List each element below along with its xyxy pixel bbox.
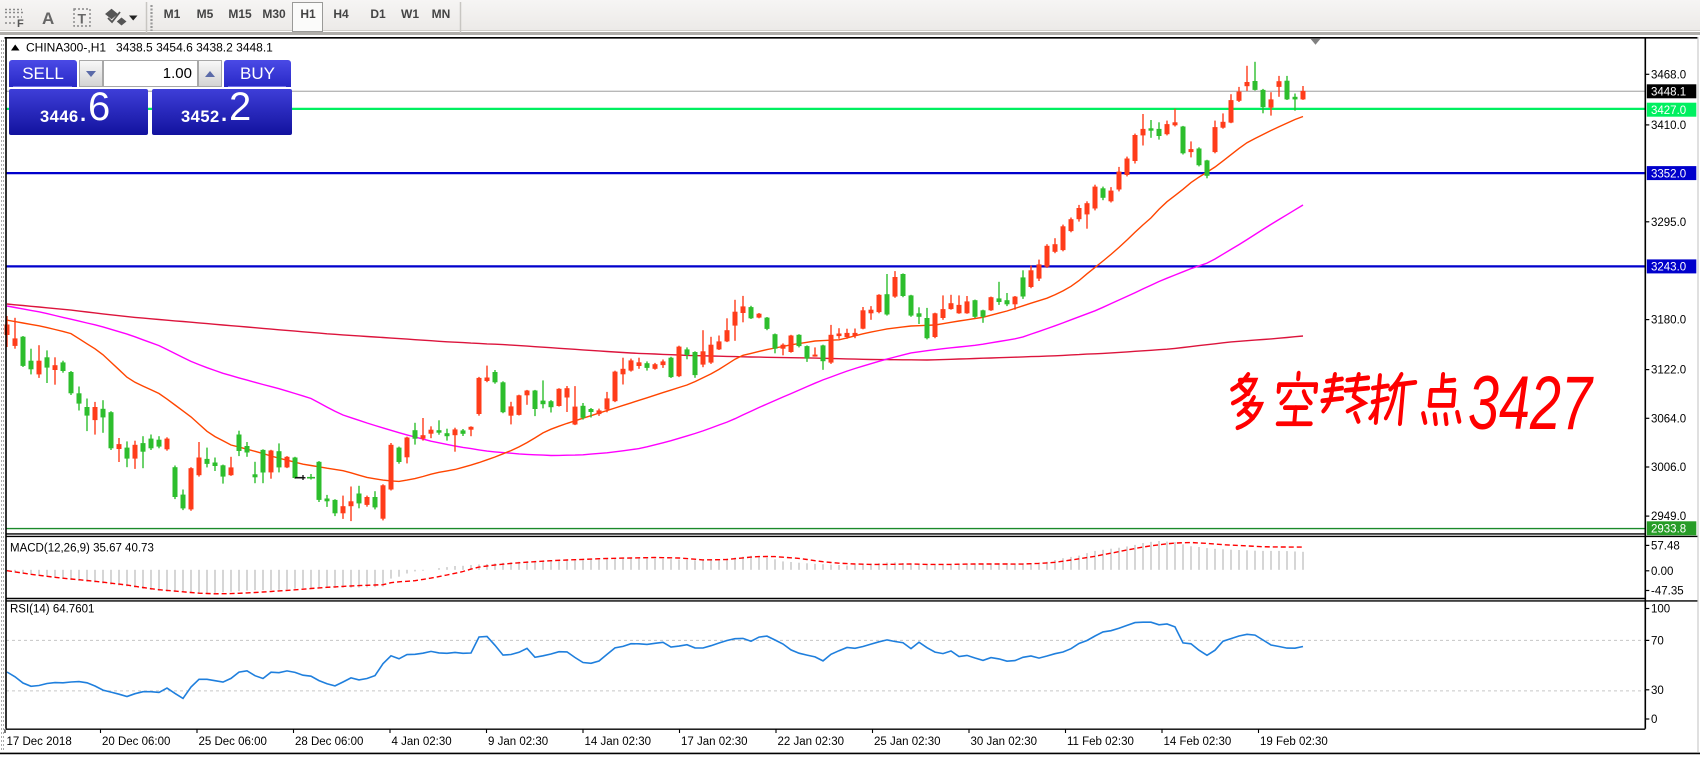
svg-text:28 Dec 06:00: 28 Dec 06:00 — [295, 736, 363, 748]
svg-text:22 Jan 02:30: 22 Jan 02:30 — [778, 736, 845, 748]
svg-text:3243.0: 3243.0 — [1651, 262, 1686, 274]
svg-text:3427.0: 3427.0 — [1651, 105, 1686, 117]
svg-text:19 Feb 02:30: 19 Feb 02:30 — [1260, 736, 1328, 748]
svg-text:30: 30 — [1651, 685, 1664, 697]
svg-text:MACD(12,26,9) 35.67 40.73: MACD(12,26,9) 35.67 40.73 — [10, 543, 154, 555]
svg-text:17 Dec 2018: 17 Dec 2018 — [7, 736, 72, 748]
svg-text:3180.0: 3180.0 — [1651, 315, 1686, 327]
svg-text:2933.8: 2933.8 — [1651, 524, 1686, 536]
svg-text:30 Jan 02:30: 30 Jan 02:30 — [971, 736, 1038, 748]
svg-text:3410.0: 3410.0 — [1651, 120, 1686, 132]
svg-text:17 Jan 02:30: 17 Jan 02:30 — [681, 736, 748, 748]
svg-text:25 Dec 06:00: 25 Dec 06:00 — [199, 736, 267, 748]
svg-text:3352.0: 3352.0 — [1651, 168, 1686, 180]
svg-text:3122.0: 3122.0 — [1651, 365, 1686, 377]
svg-text:CHINA300-,H1 3438.5 3454.6 3: CHINA300-,H1 3438.5 3454.6 3438.2 3448.1 — [26, 41, 273, 55]
svg-text:RSI(14) 64.7601: RSI(14) 64.7601 — [10, 604, 94, 616]
svg-text:57.48: 57.48 — [1651, 540, 1680, 552]
svg-text:3448.1: 3448.1 — [1651, 87, 1686, 99]
svg-text:4 Jan 02:30: 4 Jan 02:30 — [392, 736, 452, 748]
svg-text:F: F — [17, 18, 24, 30]
svg-text:100: 100 — [1651, 604, 1670, 616]
svg-text:70: 70 — [1651, 635, 1664, 647]
svg-text:14 Jan 02:30: 14 Jan 02:30 — [585, 736, 652, 748]
svg-text:0: 0 — [1651, 714, 1657, 726]
svg-text:0.00: 0.00 — [1651, 566, 1673, 578]
svg-text:20 Dec 06:00: 20 Dec 06:00 — [102, 736, 170, 748]
svg-text:9 Jan 02:30: 9 Jan 02:30 — [488, 736, 548, 748]
svg-text:3006.0: 3006.0 — [1651, 462, 1686, 474]
svg-text:14 Feb 02:30: 14 Feb 02:30 — [1164, 736, 1232, 748]
svg-text:A: A — [42, 9, 54, 28]
svg-text:3468.0: 3468.0 — [1651, 69, 1686, 81]
svg-text:T: T — [78, 11, 87, 27]
svg-text:11 Feb 02:30: 11 Feb 02:30 — [1067, 736, 1134, 748]
svg-text:25 Jan 02:30: 25 Jan 02:30 — [874, 736, 941, 748]
svg-text:2949.0: 2949.0 — [1651, 511, 1686, 523]
svg-text:-47.35: -47.35 — [1651, 586, 1684, 598]
svg-text:3295.0: 3295.0 — [1651, 217, 1686, 229]
svg-text:3064.0: 3064.0 — [1651, 413, 1686, 425]
svg-text:3427: 3427 — [1468, 361, 1594, 446]
